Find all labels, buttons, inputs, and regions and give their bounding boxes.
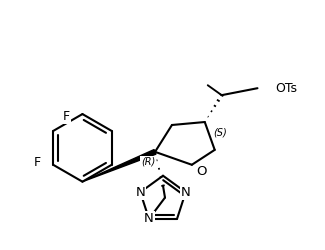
Text: N: N <box>181 186 190 199</box>
Polygon shape <box>83 150 156 182</box>
Text: F: F <box>63 110 70 122</box>
Text: N: N <box>144 212 154 226</box>
Text: N: N <box>136 186 145 199</box>
Text: F: F <box>34 156 41 169</box>
Text: O: O <box>197 165 207 178</box>
Text: (S): (S) <box>213 128 227 138</box>
Text: (R): (R) <box>141 157 155 167</box>
Text: OTs: OTs <box>275 82 297 95</box>
